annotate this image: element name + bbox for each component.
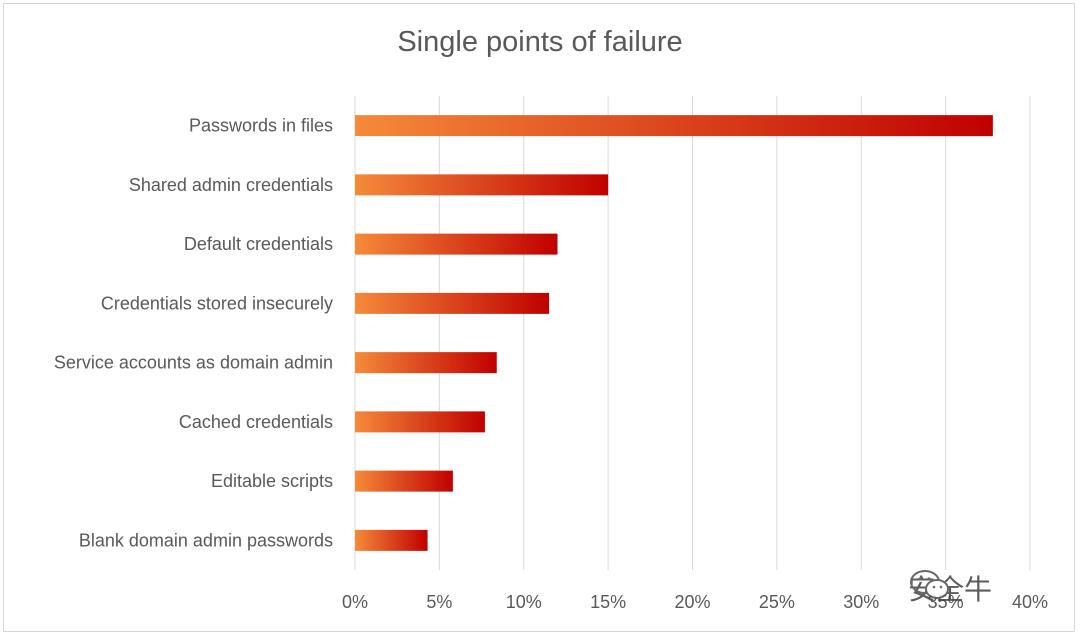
watermark-text: 安全牛 bbox=[908, 573, 993, 606]
x-tick-label: 30% bbox=[843, 592, 879, 612]
x-tick-label: 5% bbox=[426, 592, 452, 612]
chart-title: Single points of failure bbox=[397, 26, 683, 58]
chart-frame bbox=[3, 3, 1075, 632]
category-label: Blank domain admin passwords bbox=[79, 530, 333, 550]
x-tick-label: 40% bbox=[1012, 592, 1048, 612]
watermark: 安全牛 bbox=[908, 568, 992, 608]
bar bbox=[355, 529, 428, 551]
wechat-icon bbox=[910, 570, 949, 599]
category-label: Default credentials bbox=[184, 234, 333, 254]
category-label: Service accounts as domain admin bbox=[54, 353, 333, 373]
bar bbox=[355, 233, 558, 255]
x-tick-label: 15% bbox=[590, 592, 626, 612]
category-label: Credentials stored insecurely bbox=[101, 293, 333, 313]
category-label: Shared admin credentials bbox=[129, 175, 333, 195]
x-tick-label: 20% bbox=[674, 592, 710, 612]
bar bbox=[355, 174, 609, 196]
bar bbox=[355, 470, 453, 492]
category-label: Cached credentials bbox=[179, 412, 333, 432]
bar bbox=[355, 292, 550, 314]
category-label: Passwords in files bbox=[189, 116, 333, 136]
x-tick-label: 0% bbox=[342, 592, 368, 612]
category-label: Editable scripts bbox=[211, 471, 333, 491]
bar bbox=[355, 352, 497, 374]
x-tick-label: 10% bbox=[506, 592, 542, 612]
bar bbox=[355, 115, 993, 137]
x-tick-label: 25% bbox=[759, 592, 795, 612]
bar bbox=[355, 411, 485, 433]
